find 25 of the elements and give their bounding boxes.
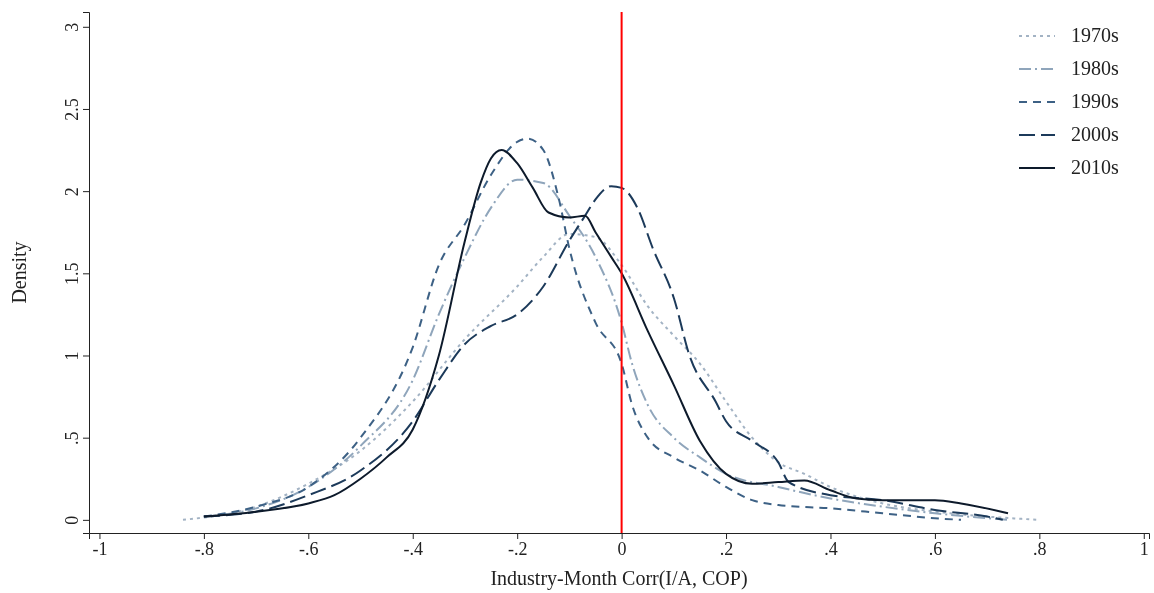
y-axis-title: Density [8,241,31,304]
x-axis-title: Industry-Month Corr(I/A, COP) [490,567,748,590]
x-tick-label: -.2 [507,538,528,559]
x-tick-label: .4 [824,538,838,559]
y-tick-label: 0 [62,515,82,525]
y-tick-label: 2 [62,187,82,197]
x-tick-label: .8 [1033,538,1047,559]
x-tick-label: .2 [719,538,734,559]
y-tick-label: 2.5 [62,98,82,121]
y-tick-label: .5 [62,431,82,445]
y-tick-label: 1.5 [62,262,82,286]
x-tick-label: -.4 [403,538,423,559]
legend-label: 1970s [1071,24,1119,46]
x-tick-label: 0 [617,538,627,559]
legend-label: 2010s [1071,156,1119,178]
x-tick-label: -.6 [299,538,319,559]
y-tick-label: 1 [62,351,82,361]
x-tick-label: .6 [928,538,943,559]
x-tick-label: -.8 [194,538,215,559]
x-tick-label: 1 [1139,538,1149,559]
y-tick-label: 3 [62,22,82,32]
legend-label: 1990s [1071,90,1119,112]
x-tick-label: -1 [92,538,108,559]
legend-label: 2000s [1071,123,1119,145]
legend-label: 1980s [1071,57,1119,79]
